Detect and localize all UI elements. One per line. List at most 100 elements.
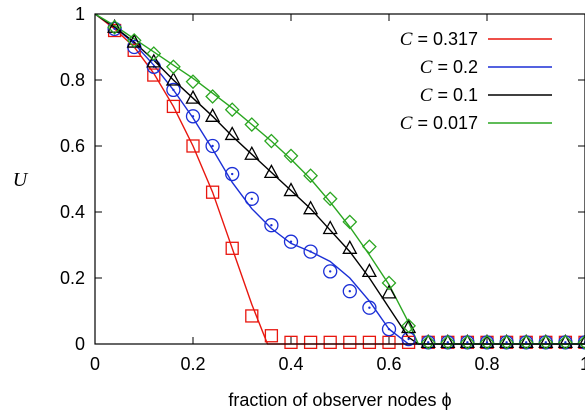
y-tick-label: 0.6 xyxy=(60,136,85,156)
series-line-2 xyxy=(94,13,585,345)
legend-entry-3: C = 0.017 xyxy=(400,113,552,134)
data-point-diamond xyxy=(303,168,319,184)
data-point-dot xyxy=(485,341,489,344)
data-point-triangle xyxy=(205,107,221,122)
data-point-square xyxy=(323,335,337,350)
data-point-diamond xyxy=(165,59,181,75)
legend-entry-1: C = 0.2 xyxy=(420,57,552,78)
data-point-triangle xyxy=(342,239,358,254)
data-point-circle xyxy=(342,284,357,299)
data-point-circle xyxy=(323,264,338,279)
data-point-square xyxy=(362,335,377,350)
series-lines xyxy=(94,13,585,345)
data-point-diamond xyxy=(342,214,358,230)
data-point-circle xyxy=(166,82,181,98)
legend-label: C = 0.017 xyxy=(400,113,478,134)
x-tick-label: 0.4 xyxy=(278,354,303,374)
legend: C = 0.317 C = 0.2 C = 0.1 C = 0.017 xyxy=(400,29,552,134)
data-point-triangle xyxy=(361,263,377,278)
x-tick-label: 0.2 xyxy=(180,354,205,374)
data-point-dot xyxy=(564,341,567,344)
data-point-diamond xyxy=(499,334,515,350)
data-point-dot xyxy=(270,224,273,227)
series-line-1 xyxy=(94,13,585,345)
data-point-square xyxy=(382,335,396,350)
data-point-diamond xyxy=(557,334,573,350)
data-point-square xyxy=(303,335,318,350)
tick-labels: 0 0.2 0.4 0.6 0.8 1 0 0.2 0.4 0.6 0.8 1 xyxy=(60,4,585,374)
data-point-triangle xyxy=(107,18,123,33)
data-point-circle xyxy=(283,234,299,249)
legend-entry-2: C = 0.1 xyxy=(420,85,552,106)
data-point-triangle xyxy=(577,333,585,349)
data-point-square xyxy=(205,185,220,199)
data-point-triangle xyxy=(146,53,162,68)
x-axis-label: fraction of observer nodes ϕ xyxy=(228,390,451,410)
data-point-triangle xyxy=(420,333,436,349)
data-point-dot xyxy=(250,197,253,200)
data-point-dot xyxy=(427,341,430,344)
data-point-triangle xyxy=(381,284,397,299)
series-markers-3 xyxy=(107,19,585,350)
data-point-square xyxy=(245,309,259,323)
data-point-diamond xyxy=(440,334,456,350)
data-point-circle xyxy=(303,244,318,259)
data-point-dot xyxy=(329,270,332,273)
data-point-triangle xyxy=(557,333,573,349)
data-point-diamond xyxy=(538,334,554,350)
data-point-diamond xyxy=(283,148,299,164)
data-point-circle xyxy=(381,321,397,337)
data-point-dot xyxy=(505,341,508,344)
data-point-circle xyxy=(264,218,279,233)
data-point-triangle xyxy=(518,333,534,349)
data-point-dot xyxy=(211,144,214,148)
series-line-3 xyxy=(94,13,585,345)
data-point-square xyxy=(225,241,239,255)
data-point-circle xyxy=(244,191,259,206)
data-point-diamond xyxy=(420,334,436,350)
data-point-triangle xyxy=(244,145,260,160)
data-point-dot xyxy=(172,88,175,92)
data-point-dot xyxy=(113,27,116,31)
legend-entry-0: C = 0.317 xyxy=(400,29,552,50)
data-point-circle xyxy=(205,138,220,154)
data-point-dot xyxy=(446,341,449,344)
data-point-diamond xyxy=(518,334,534,350)
data-point-circle xyxy=(107,21,122,37)
data-point-diamond xyxy=(107,19,123,35)
data-point-circle xyxy=(185,109,201,124)
y-tick-label: 1 xyxy=(75,4,85,24)
data-point-dot xyxy=(309,250,312,253)
data-point-square xyxy=(264,329,279,343)
data-point-diamond xyxy=(126,32,142,48)
data-point-diamond xyxy=(146,46,162,62)
series-markers-0 xyxy=(107,23,585,350)
data-point-triangle xyxy=(479,333,495,349)
data-point-triangle xyxy=(283,182,299,197)
data-point-dot xyxy=(407,337,410,341)
data-point-circle xyxy=(225,166,240,182)
data-point-diamond xyxy=(322,191,338,207)
data-point-diamond xyxy=(459,334,475,350)
data-point-dot xyxy=(231,172,234,176)
data-point-dot xyxy=(466,341,469,344)
data-point-triangle xyxy=(185,89,201,104)
data-point-triangle xyxy=(499,333,515,349)
legend-label: C = 0.2 xyxy=(420,57,478,78)
data-point-diamond xyxy=(244,117,260,132)
data-point-circle xyxy=(362,300,377,315)
y-tick-label: 0.2 xyxy=(60,268,85,288)
data-point-dot xyxy=(387,327,391,331)
data-point-triangle xyxy=(165,71,181,86)
data-point-diamond xyxy=(205,89,221,104)
data-point-diamond xyxy=(224,102,240,118)
x-tick-label: 0 xyxy=(90,354,100,374)
data-point-square xyxy=(284,335,298,350)
data-point-square xyxy=(186,139,200,153)
data-point-triangle xyxy=(303,200,319,215)
data-point-dot xyxy=(348,290,351,293)
data-point-triangle xyxy=(224,126,240,141)
data-point-triangle xyxy=(263,164,279,179)
y-tick-label: 0.4 xyxy=(60,202,85,222)
data-point-triangle xyxy=(322,220,338,235)
